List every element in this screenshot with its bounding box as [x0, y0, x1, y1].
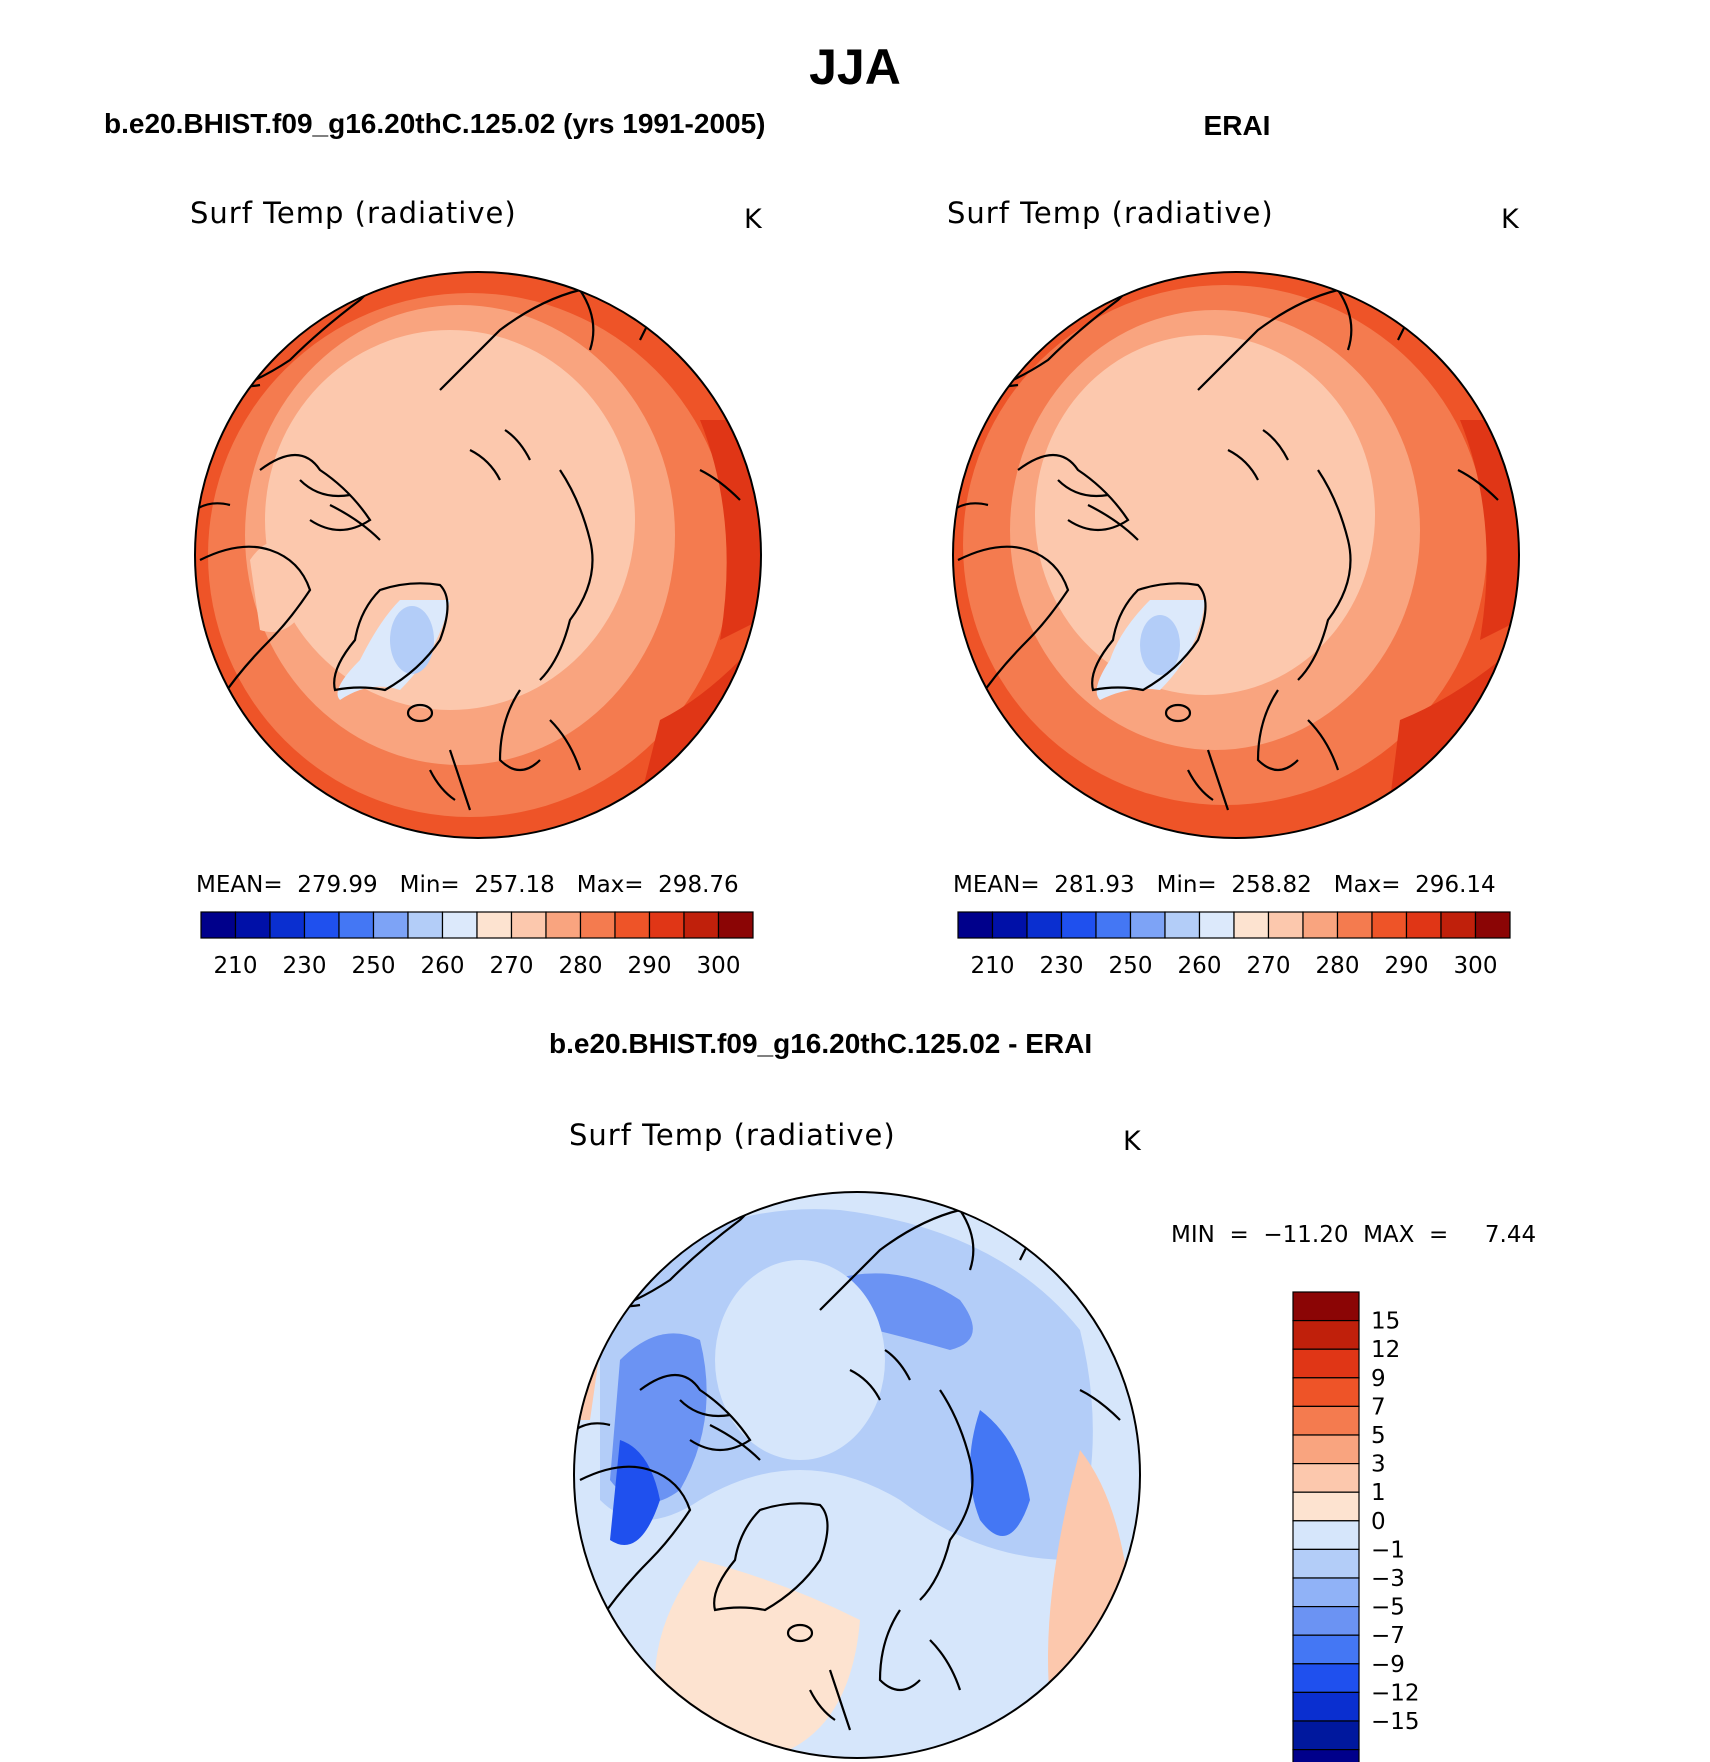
- panel-left-units: K: [744, 204, 762, 235]
- colorbar-swatch: [1164, 911, 1201, 939]
- colorbar-tick-label: 210: [214, 953, 258, 979]
- colorbar-swatch: [1292, 1634, 1360, 1665]
- colorbar-swatch: [1292, 1520, 1360, 1551]
- colorbar-tick-label: 230: [283, 953, 327, 979]
- colorbar-erai: 210 230 250 260 270 280 290 300: [957, 911, 1511, 979]
- colorbar-swatch: [717, 911, 754, 939]
- colorbar-swatch: [1292, 1691, 1360, 1722]
- colorbar-swatch: [579, 911, 616, 939]
- colorbar-swatch: [1292, 1377, 1360, 1408]
- colorbar-tick-label: 7: [1371, 1394, 1386, 1420]
- diff-panel-variable: Surf Temp (radiative): [569, 1118, 896, 1152]
- colorbar-swatch: [1233, 911, 1270, 939]
- colorbar-swatch: [683, 911, 720, 939]
- colorbar-swatch: [614, 911, 651, 939]
- colorbar-tick-label: 5: [1371, 1423, 1386, 1449]
- panel-right-units: K: [1501, 204, 1519, 235]
- panel-right-stats: MEAN= 281.93 Min= 258.82 Max= 296.14: [953, 872, 1496, 898]
- colorbar-tick-label: −1: [1371, 1537, 1405, 1563]
- colorbar-tick-label: −3: [1371, 1566, 1405, 1592]
- panel-right-variable: Surf Temp (radiative): [947, 196, 1274, 230]
- colorbar-swatch: [1474, 911, 1511, 939]
- colorbar-tick-label: 290: [628, 953, 672, 979]
- colorbar-swatch: [372, 911, 409, 939]
- colorbar-tick-label: 290: [1385, 953, 1429, 979]
- colorbar-swatch: [1440, 911, 1477, 939]
- page-title: JJA: [809, 39, 901, 95]
- panel-left-variable: Surf Temp (radiative): [190, 196, 517, 230]
- colorbar-swatch: [957, 911, 994, 939]
- colorbar-tick-label: 210: [971, 953, 1015, 979]
- colorbar-swatch: [1292, 1348, 1360, 1379]
- colorbar-swatch: [338, 911, 375, 939]
- colorbar-swatch: [407, 911, 444, 939]
- panel-right-header: ERAI: [1203, 110, 1271, 141]
- colorbar-swatch: [1405, 911, 1442, 939]
- colorbar-tick-label: 15: [1371, 1309, 1400, 1335]
- colorbar-swatch: [1292, 1720, 1360, 1751]
- colorbar-tick-label: 0: [1371, 1509, 1386, 1535]
- colorbar-swatch: [269, 911, 306, 939]
- colorbar-swatch: [1095, 911, 1132, 939]
- colorbar-swatch: [1292, 1434, 1360, 1465]
- colorbar-tick-label: 300: [1454, 953, 1498, 979]
- colorbar-tick-label: −9: [1371, 1652, 1405, 1678]
- colorbar-tick-label: 280: [1316, 953, 1360, 979]
- colorbar-tick-label: 250: [1109, 953, 1153, 979]
- colorbar-swatch: [1292, 1748, 1360, 1762]
- colorbar-swatch: [1129, 911, 1166, 939]
- colorbar-swatch: [545, 911, 582, 939]
- colorbar-swatch: [1292, 1491, 1360, 1522]
- colorbar-tick-label: 270: [490, 953, 534, 979]
- map-model: [195, 272, 761, 838]
- colorbar-tick-label: 12: [1371, 1337, 1400, 1363]
- coastlines-erai: [953, 272, 1499, 811]
- colorbar-swatch: [476, 911, 513, 939]
- colorbar-swatch: [648, 911, 685, 939]
- colorbar-swatch: [1292, 1462, 1360, 1493]
- colorbar-tick-label: −7: [1371, 1623, 1405, 1649]
- colorbar-swatch: [441, 911, 478, 939]
- colorbar-swatch: [1371, 911, 1408, 939]
- colorbar-tick-label: 300: [697, 953, 741, 979]
- colorbar-tick-label: 230: [1040, 953, 1084, 979]
- colorbar-tick-label: −12: [1371, 1680, 1420, 1706]
- colorbar-tick-label: 260: [421, 953, 465, 979]
- colorbar-swatch: [1336, 911, 1373, 939]
- colorbar-swatch: [510, 911, 547, 939]
- colorbar-swatch: [1292, 1405, 1360, 1436]
- colorbar-swatch: [1060, 911, 1097, 939]
- colorbar-swatch: [1302, 911, 1339, 939]
- colorbar-tick-label: 3: [1371, 1452, 1386, 1478]
- colorbar-model: 210 230 250 260 270 280 290 300: [200, 911, 754, 979]
- diff-panel-header: b.e20.BHIST.f09_g16.20thC.125.02 - ERAI: [549, 1028, 1093, 1059]
- diff-panel-units: K: [1123, 1126, 1141, 1157]
- colorbar-swatch: [1292, 1577, 1360, 1608]
- colorbar-swatch: [303, 911, 340, 939]
- colorbar-swatch: [1292, 1548, 1360, 1579]
- panel-left-header: b.e20.BHIST.f09_g16.20thC.125.02 (yrs 19…: [104, 108, 766, 139]
- colorbar-swatch: [991, 911, 1028, 939]
- panel-left-stats: MEAN= 279.99 Min= 257.18 Max= 298.76: [196, 872, 739, 898]
- colorbar-swatch: [1292, 1291, 1360, 1322]
- map-difference: [574, 1192, 1140, 1758]
- colorbar-swatch: [1026, 911, 1063, 939]
- colorbar-swatch: [1292, 1663, 1360, 1694]
- colorbar-tick-label: 250: [352, 953, 396, 979]
- colorbar-tick-label: 270: [1247, 953, 1291, 979]
- colorbar-swatch: [200, 911, 237, 939]
- colorbar-tick-label: −5: [1371, 1595, 1405, 1621]
- colorbar-tick-label: −15: [1371, 1709, 1420, 1735]
- colorbar-swatch: [234, 911, 271, 939]
- colorbar-tick-label: 9: [1371, 1366, 1386, 1392]
- colorbar-swatch: [1198, 911, 1235, 939]
- colorbar-swatch: [1267, 911, 1304, 939]
- colorbar-tick-label: 1: [1371, 1480, 1386, 1506]
- colorbar-tick-label: 260: [1178, 953, 1222, 979]
- colorbar-swatch: [1292, 1319, 1360, 1350]
- colorbar-tick-label: 280: [559, 953, 603, 979]
- colorbar-swatch: [1292, 1605, 1360, 1636]
- diff-panel-stats: MIN = −11.20 MAX = 7.44: [1171, 1222, 1537, 1248]
